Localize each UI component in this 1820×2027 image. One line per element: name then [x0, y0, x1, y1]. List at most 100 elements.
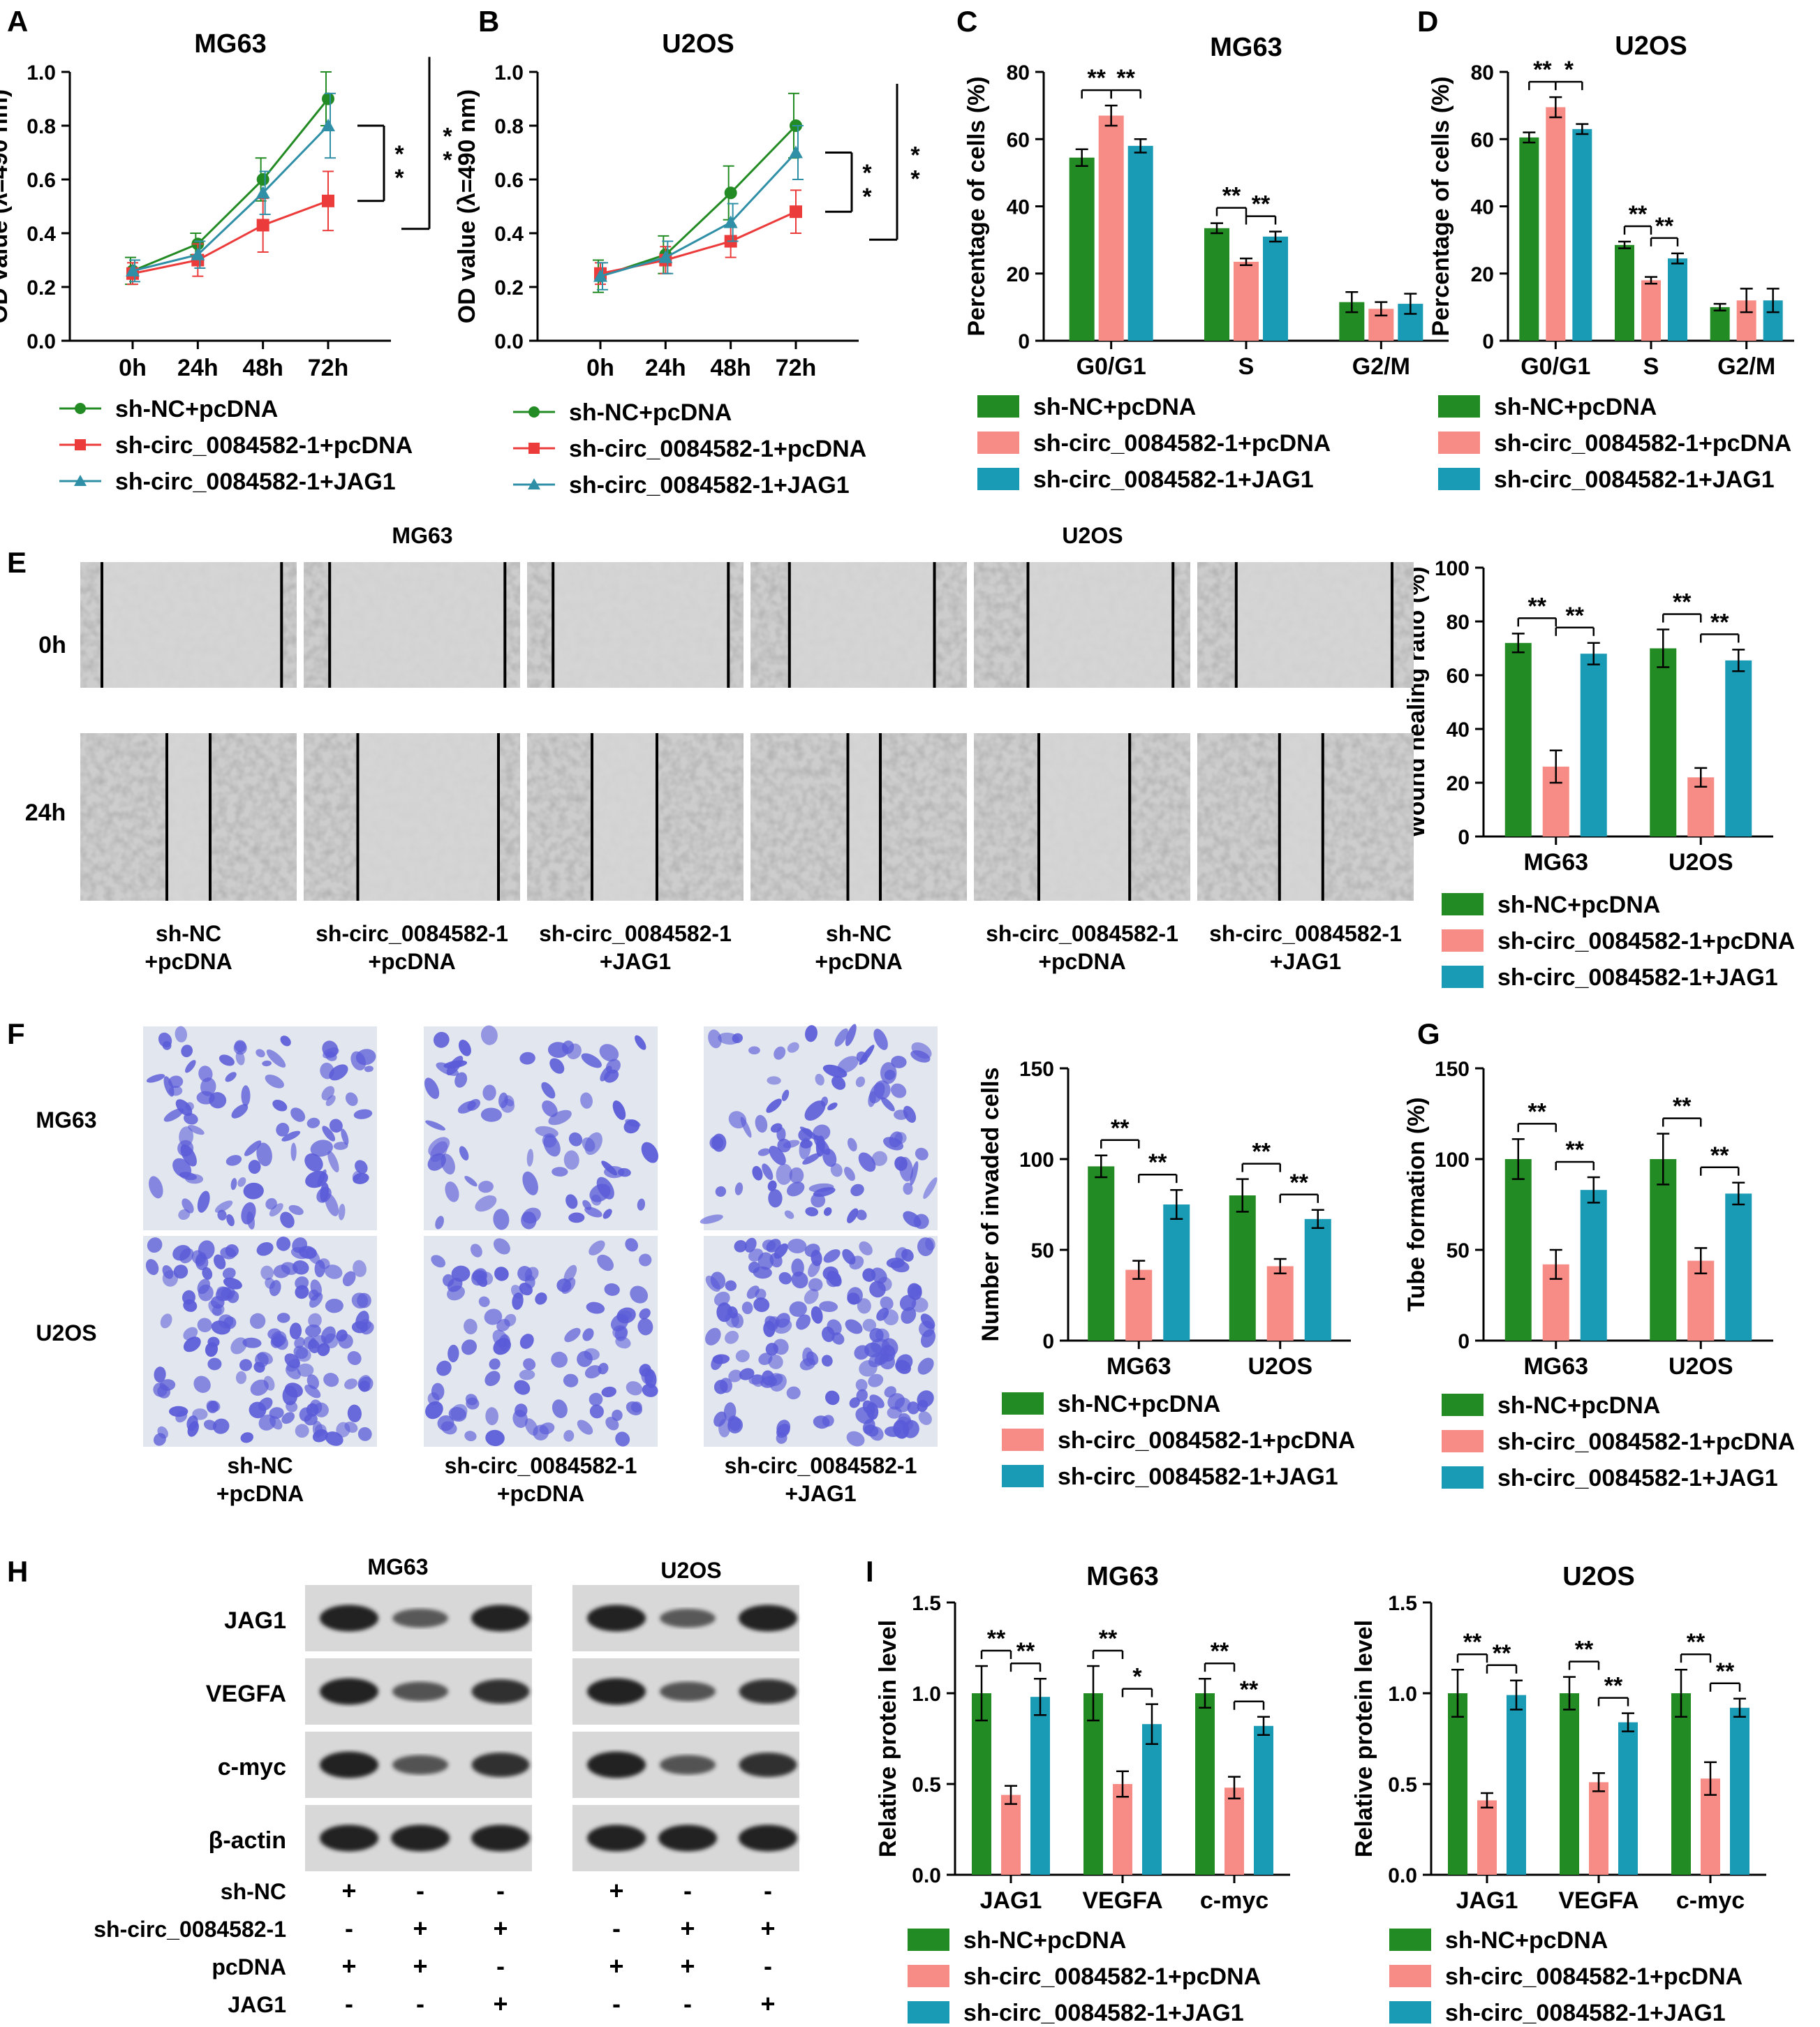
bar: [1234, 261, 1259, 341]
significance-label: **: [1655, 213, 1674, 239]
stained-cell: [197, 1191, 210, 1213]
protein-label: VEGFA: [206, 1681, 286, 1707]
legend-swatch: [1002, 1429, 1044, 1451]
stained-cell: [341, 1128, 349, 1145]
stained-cell: [868, 1373, 884, 1387]
stained-cell: [241, 1085, 251, 1107]
stained-cell: [845, 1024, 857, 1047]
significance-label: *: [862, 160, 872, 186]
data-point: [789, 145, 803, 159]
stained-cell: [464, 1176, 478, 1187]
stained-cell: [285, 1365, 301, 1380]
stained-cell: [191, 1250, 205, 1265]
stained-cell: [345, 1092, 358, 1106]
blot-strip: [305, 1805, 532, 1871]
stained-cell: [787, 1239, 807, 1253]
x-tick-label: G0/G1: [1521, 353, 1590, 380]
stained-cell: [226, 1214, 235, 1227]
stained-cell: [276, 1313, 290, 1323]
stained-cell: [163, 1108, 184, 1122]
legend-label: sh-NC+pcDNA: [1445, 1927, 1608, 1954]
stained-cell: [541, 1082, 556, 1099]
stained-cell: [280, 1211, 295, 1228]
stained-cell: [248, 1160, 261, 1174]
stained-cell: [310, 1279, 322, 1297]
protein-label: c-myc: [218, 1754, 286, 1781]
condition-mark: -: [416, 1876, 424, 1905]
condition-mark: -: [416, 1989, 424, 2018]
legend-swatch: [1442, 966, 1484, 988]
panel-letter: C: [956, 5, 977, 38]
series-line: [600, 152, 797, 278]
group-label: sh-circ_0084582-1: [725, 1453, 917, 1478]
stained-cell: [352, 1170, 362, 1181]
stained-cell: [781, 1089, 790, 1101]
protein-band: [320, 1678, 378, 1705]
stained-cell: [320, 1062, 334, 1079]
stained-cell: [734, 1182, 743, 1195]
condition-mark: -: [345, 1914, 353, 1943]
stained-cell: [329, 1119, 343, 1133]
significance-label: **: [1211, 1638, 1229, 1665]
x-tick-label: 72h: [308, 355, 349, 381]
condition-mark: -: [612, 1989, 621, 2018]
y-axis-label: OD value (λ=490 nm): [0, 89, 13, 323]
significance-label: **: [1099, 1626, 1118, 1652]
significance-label: *: [394, 165, 404, 191]
stained-cell: [430, 1141, 448, 1163]
stained-cell: [548, 1110, 572, 1126]
x-tick-label: VEGFA: [1558, 1887, 1638, 1914]
stained-cell: [522, 1171, 538, 1195]
stained-cell: [197, 1318, 212, 1333]
stained-cell: [618, 1167, 631, 1177]
stained-cell: [207, 1401, 219, 1413]
stained-cell: [353, 1109, 373, 1119]
stained-cell: [778, 1272, 792, 1285]
legend-label: sh-circ_0084582-1+pcDNA: [1445, 1963, 1743, 1990]
stained-cell: [480, 1107, 502, 1122]
stained-cell: [711, 1133, 727, 1152]
stained-cell: [857, 1298, 871, 1314]
stained-cell: [725, 1330, 739, 1344]
stained-cell: [325, 1431, 343, 1446]
stained-cell: [735, 1350, 750, 1362]
stained-cell: [847, 1208, 859, 1223]
condition-label: JAG1: [228, 1992, 286, 2017]
stained-cell: [207, 1336, 220, 1348]
group-label: sh-circ_0084582-1: [986, 921, 1178, 946]
significance-label: **: [1716, 1658, 1735, 1685]
group-label: +pcDNA: [216, 1481, 304, 1506]
stained-cell: [776, 1163, 793, 1185]
y-tick-label: 60: [1471, 128, 1494, 152]
blot-strip: [305, 1658, 532, 1725]
stained-cell: [880, 1296, 894, 1311]
stained-cell: [758, 1352, 773, 1365]
condition-mark: +: [760, 1914, 775, 1943]
stained-cell: [625, 1238, 638, 1252]
data-point: [256, 219, 269, 232]
legend-swatch: [1442, 1394, 1484, 1416]
stained-cell: [220, 1247, 237, 1260]
stained-cell: [484, 1309, 503, 1325]
legend-swatch: [1002, 1465, 1044, 1487]
stained-cell: [304, 1413, 318, 1426]
data-point: [322, 92, 334, 105]
transwell-image: [704, 1236, 938, 1447]
stained-cell: [305, 1170, 328, 1188]
stained-cell: [710, 1272, 726, 1290]
legend-label: sh-circ_0084582-1+JAG1: [569, 472, 850, 499]
stained-cell: [353, 1260, 367, 1277]
stained-cell: [325, 1095, 336, 1107]
stained-cell: [762, 1370, 775, 1386]
y-axis-label: Percentage of cells (%): [963, 76, 990, 336]
condition-label: sh-NC: [221, 1879, 286, 1904]
stained-cell: [616, 1310, 632, 1322]
significance-label: *: [862, 184, 872, 210]
stained-cell: [568, 1212, 585, 1223]
stained-cell: [235, 1051, 245, 1066]
bar: [1507, 1695, 1526, 1875]
stained-cell: [450, 1403, 468, 1421]
significance-label: **: [1222, 183, 1241, 209]
legend-label: sh-NC+pcDNA: [569, 399, 732, 426]
stained-cell: [918, 1411, 932, 1425]
